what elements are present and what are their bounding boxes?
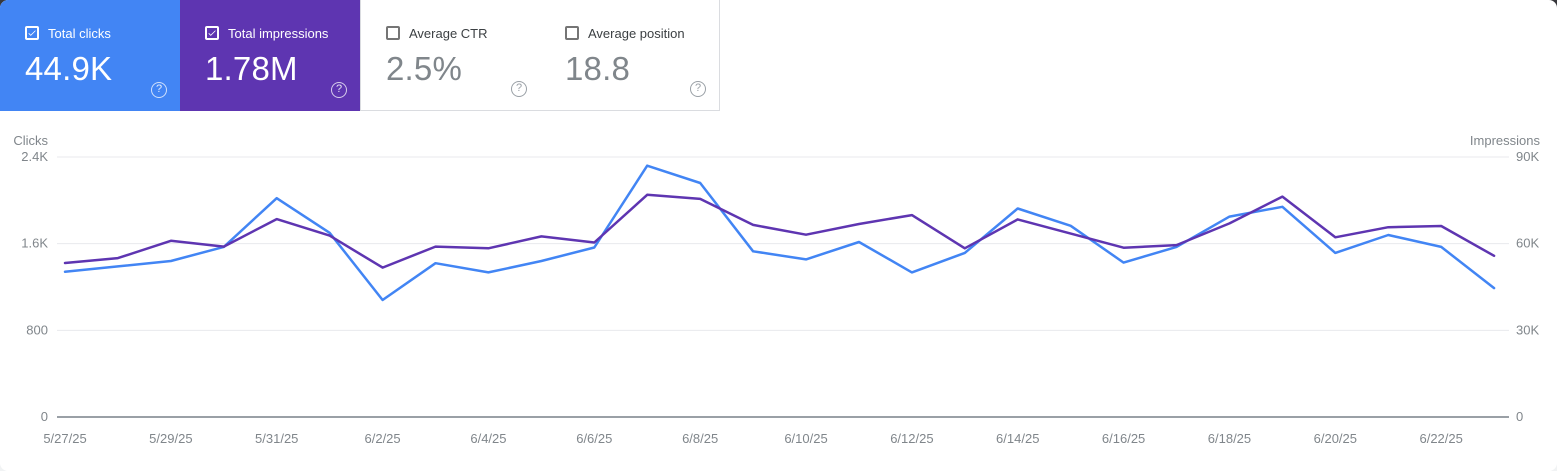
x-axis-date-label: 6/20/25 [1314, 431, 1357, 446]
x-axis-date-label: 5/29/25 [149, 431, 192, 446]
card-value: 44.9K [25, 50, 113, 87]
card-label: Average position [588, 25, 685, 41]
average-ctr-checkbox[interactable] [386, 26, 400, 40]
checkmark-icon [208, 30, 216, 36]
help-icon[interactable]: ? [690, 81, 706, 97]
total-clicks-checkbox[interactable] [25, 26, 39, 40]
metric-cards: Total clicks 44.9K ? Total impressions 1… [0, 0, 721, 111]
card-average-position[interactable]: Average position 18.8 ? [540, 0, 720, 111]
right-axis-tick-label: 30K [1516, 322, 1539, 337]
card-average-ctr[interactable]: Average CTR 2.5% ? [360, 0, 540, 111]
x-axis-date-label: 5/31/25 [255, 431, 298, 446]
card-total-clicks[interactable]: Total clicks 44.9K ? [0, 0, 180, 111]
clicks-line [63, 164, 1496, 302]
card-value: 1.78M [205, 50, 298, 87]
card-total-impressions[interactable]: Total impressions 1.78M ? [180, 0, 360, 111]
help-icon[interactable]: ? [511, 81, 527, 97]
checkmark-icon [28, 30, 36, 36]
left-axis-tick-label: 1.6K [21, 236, 48, 251]
x-axis-date-label: 6/14/25 [996, 431, 1039, 446]
left-axis-tick-label: 800 [26, 322, 48, 337]
right-axis-tick-label: 90K [1516, 149, 1539, 164]
left-axis-tick-label: 0 [41, 409, 48, 424]
x-axis-date-label: 6/8/25 [682, 431, 718, 446]
x-axis-date-label: 6/16/25 [1102, 431, 1145, 446]
right-axis-tick-label: 60K [1516, 236, 1539, 251]
card-label: Total impressions [228, 25, 329, 41]
help-icon[interactable]: ? [331, 82, 347, 98]
x-axis-date-label: 6/18/25 [1208, 431, 1251, 446]
left-axis-tick-label: 2.4K [21, 149, 48, 164]
average-position-checkbox[interactable] [565, 26, 579, 40]
card-header: Total impressions [205, 25, 360, 41]
x-axis-date-label: 5/27/25 [43, 431, 86, 446]
x-axis-date-label: 6/6/25 [576, 431, 612, 446]
x-axis-date-label: 6/12/25 [890, 431, 933, 446]
card-value: 18.8 [565, 50, 631, 87]
impressions-line [63, 193, 1496, 269]
x-axis-date-label: 6/22/25 [1419, 431, 1462, 446]
left-axis-title: Clicks [13, 133, 48, 148]
card-header: Total clicks [25, 25, 180, 41]
right-axis-title: Impressions [1470, 133, 1541, 148]
help-icon[interactable]: ? [151, 82, 167, 98]
right-axis-tick-label: 0 [1516, 409, 1523, 424]
performance-line-chart[interactable]: 0 0 800 30K 1.6K 60K 2.4K 90K Clicks Impressions 5… [0, 125, 1557, 471]
x-axis-date-label: 6/10/25 [784, 431, 827, 446]
total-impressions-checkbox[interactable] [205, 26, 219, 40]
x-axis-date-label: 6/2/25 [365, 431, 401, 446]
card-header: Average position [565, 25, 719, 41]
card-header: Average CTR [386, 25, 540, 41]
card-label: Average CTR [409, 25, 488, 41]
card-label: Total clicks [48, 25, 111, 41]
card-value: 2.5% [386, 50, 463, 87]
x-axis-date-label: 6/4/25 [470, 431, 506, 446]
